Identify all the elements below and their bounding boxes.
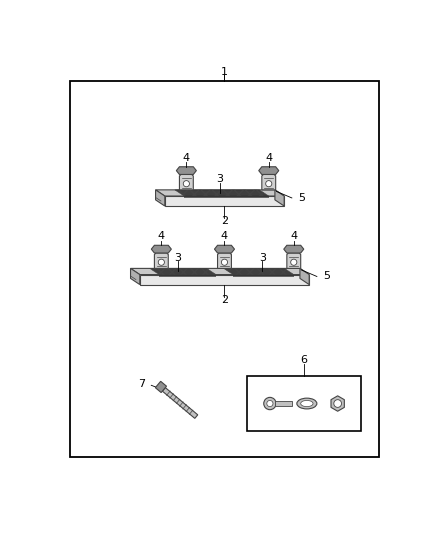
Polygon shape <box>262 174 276 190</box>
Bar <box>247 376 361 431</box>
Polygon shape <box>131 269 309 274</box>
Text: 4: 4 <box>183 152 190 163</box>
Polygon shape <box>259 167 279 174</box>
Text: 6: 6 <box>300 356 307 366</box>
Circle shape <box>291 259 297 265</box>
Text: 2: 2 <box>221 295 228 305</box>
Polygon shape <box>275 190 284 206</box>
Circle shape <box>267 400 273 407</box>
Text: 3: 3 <box>216 174 223 184</box>
Text: 3: 3 <box>259 253 266 263</box>
Text: 4: 4 <box>290 231 297 241</box>
Ellipse shape <box>297 398 317 409</box>
Polygon shape <box>131 269 140 285</box>
Polygon shape <box>177 167 196 174</box>
Polygon shape <box>175 190 269 196</box>
Circle shape <box>183 181 190 187</box>
Text: 1: 1 <box>221 67 228 77</box>
Text: 4: 4 <box>221 231 228 241</box>
Circle shape <box>221 259 228 265</box>
Polygon shape <box>218 253 231 269</box>
Polygon shape <box>233 274 294 277</box>
Polygon shape <box>155 190 284 196</box>
Circle shape <box>266 181 272 187</box>
Text: 4: 4 <box>265 152 272 163</box>
Circle shape <box>158 259 164 265</box>
Polygon shape <box>155 253 168 269</box>
Text: 3: 3 <box>174 253 181 263</box>
Bar <box>276 401 292 406</box>
Polygon shape <box>215 245 234 253</box>
Polygon shape <box>151 245 171 253</box>
Polygon shape <box>155 381 166 393</box>
Text: 5: 5 <box>298 193 305 203</box>
Circle shape <box>334 400 342 407</box>
Polygon shape <box>224 269 294 274</box>
Polygon shape <box>140 274 309 285</box>
Polygon shape <box>300 269 309 285</box>
Polygon shape <box>180 174 193 190</box>
Polygon shape <box>287 253 301 269</box>
Polygon shape <box>155 190 165 206</box>
Text: 2: 2 <box>221 216 228 227</box>
Polygon shape <box>162 387 198 418</box>
Polygon shape <box>331 396 344 411</box>
Circle shape <box>264 398 276 410</box>
Text: 4: 4 <box>158 231 165 241</box>
Polygon shape <box>150 269 216 274</box>
Ellipse shape <box>301 400 313 407</box>
Text: 7: 7 <box>138 379 145 389</box>
Polygon shape <box>165 196 284 206</box>
Polygon shape <box>159 274 216 277</box>
Text: 5: 5 <box>323 271 330 281</box>
Polygon shape <box>284 245 304 253</box>
Polygon shape <box>184 196 269 198</box>
